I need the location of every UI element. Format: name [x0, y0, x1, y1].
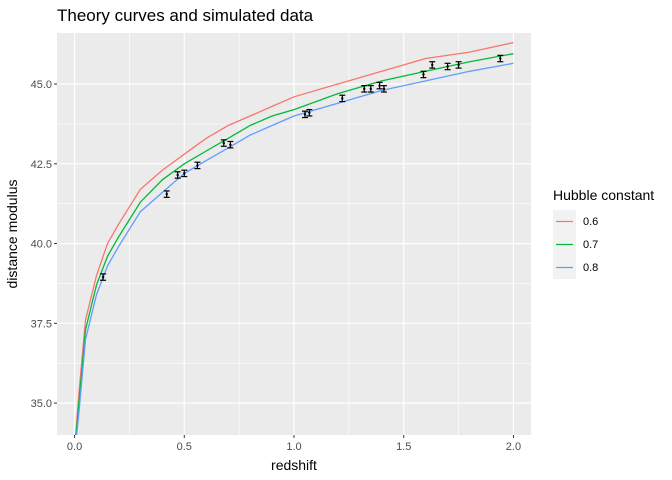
data-point [497, 54, 504, 63]
y-tick-label: 40.0 [31, 239, 52, 251]
x-tick-label: 0.0 [67, 441, 82, 453]
theory-curves [74, 41, 514, 435]
data-point [194, 161, 201, 170]
y-tick-label: 42.5 [31, 159, 52, 171]
grid-major [57, 33, 531, 435]
data-point [380, 85, 387, 93]
data-point [163, 190, 170, 198]
data-point [220, 139, 227, 147]
y-axis-title: distance modulus [4, 180, 20, 289]
data-point [306, 108, 313, 117]
legend-entry: 0.7 [553, 233, 598, 256]
x-tick-label: 0.5 [177, 441, 192, 453]
data-points [100, 54, 504, 281]
data-point [181, 169, 188, 178]
data-point [420, 70, 427, 79]
y-tick-label: 35.0 [31, 398, 52, 410]
data-point [339, 94, 346, 103]
data-point [227, 140, 234, 149]
chart-title: Theory curves and simulated data [57, 6, 314, 25]
legend-entry: 0.8 [553, 256, 598, 279]
data-point [174, 171, 181, 179]
legend-label: 0.7 [583, 239, 598, 251]
legend-label: 0.8 [583, 262, 598, 274]
data-point [301, 110, 308, 119]
data-point [376, 81, 383, 90]
data-point [367, 85, 374, 93]
legend-entries: 0.6 0.7 0.8 [553, 210, 598, 279]
data-point [455, 61, 462, 69]
curve-0.7 [75, 53, 514, 435]
y-tick-label: 45.0 [31, 79, 52, 91]
data-point [361, 85, 368, 93]
x-axis-ticks: 0.0 0.5 1.0 1.5 2.0 [67, 435, 521, 453]
legend: Hubble constant 0.6 0.7 0.8 [553, 187, 654, 279]
x-axis-title: redshift [271, 457, 317, 473]
data-point [444, 62, 451, 71]
legend-entry: 0.6 [553, 210, 598, 233]
data-point [100, 273, 107, 281]
y-axis-ticks: 35.0 37.5 40.0 42.5 45.0 [31, 79, 57, 410]
curve-0.6 [74, 41, 514, 435]
x-tick-label: 1.0 [286, 441, 301, 453]
y-tick-label: 37.5 [31, 318, 52, 330]
curve-0.8 [75, 62, 514, 435]
x-tick-label: 2.0 [506, 441, 521, 453]
data-point [429, 61, 436, 69]
x-tick-label: 1.5 [396, 441, 411, 453]
legend-title: Hubble constant [553, 187, 654, 203]
legend-label: 0.6 [583, 216, 598, 228]
